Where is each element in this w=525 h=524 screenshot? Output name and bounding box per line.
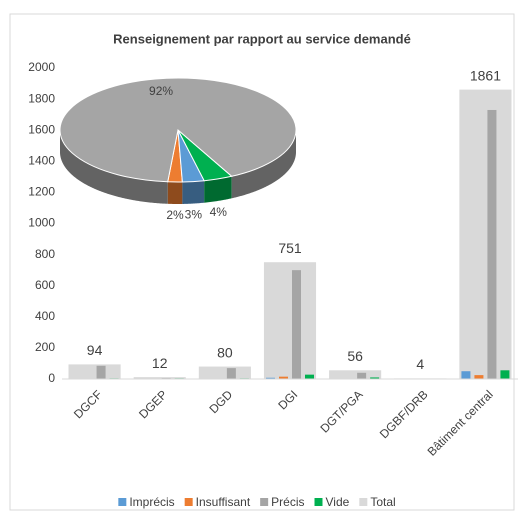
legend-label: Imprécis bbox=[129, 495, 174, 509]
bar bbox=[474, 375, 483, 379]
y-tick-label: 1800 bbox=[28, 91, 55, 105]
y-tick-label: 200 bbox=[35, 340, 55, 354]
data-label: 12 bbox=[152, 355, 168, 371]
pie-side bbox=[168, 182, 183, 204]
data-label: 1861 bbox=[470, 67, 501, 83]
total-bar bbox=[199, 367, 251, 379]
legend-swatch bbox=[315, 498, 323, 506]
total-bar bbox=[264, 262, 316, 379]
bar bbox=[500, 370, 509, 379]
total-bar bbox=[459, 90, 511, 379]
chart-title: Renseignement par rapport au service dem… bbox=[113, 31, 411, 46]
bar bbox=[357, 373, 366, 379]
y-tick-label: 800 bbox=[35, 247, 55, 261]
legend-swatch bbox=[260, 498, 268, 506]
legend-swatch bbox=[185, 498, 193, 506]
bar bbox=[461, 371, 470, 379]
data-label: 56 bbox=[347, 348, 363, 364]
bar bbox=[97, 366, 106, 379]
legend-label: Insuffisant bbox=[196, 495, 251, 509]
bar bbox=[227, 368, 236, 379]
legend-swatch bbox=[118, 498, 126, 506]
y-tick-label: 1000 bbox=[28, 216, 55, 230]
total-bar bbox=[69, 364, 121, 379]
bar bbox=[487, 110, 496, 379]
y-tick-label: 1200 bbox=[28, 185, 55, 199]
legend-swatch bbox=[359, 498, 367, 506]
bar bbox=[305, 375, 314, 379]
data-label: 751 bbox=[278, 240, 302, 256]
y-tick-label: 600 bbox=[35, 278, 55, 292]
y-tick-label: 400 bbox=[35, 309, 55, 323]
data-label: 80 bbox=[217, 344, 233, 360]
y-tick-label: 1600 bbox=[28, 122, 55, 136]
pie-side bbox=[182, 181, 204, 204]
pie-label: 2% bbox=[166, 208, 184, 222]
y-tick-label: 2000 bbox=[28, 60, 55, 74]
pie-label: 3% bbox=[185, 208, 203, 222]
y-tick-label: 0 bbox=[48, 371, 55, 385]
legend-label: Précis bbox=[271, 495, 304, 509]
data-label: 94 bbox=[87, 342, 103, 358]
legend-label: Vide bbox=[326, 495, 350, 509]
pie-label: 92% bbox=[149, 84, 173, 98]
y-tick-label: 1400 bbox=[28, 153, 55, 167]
pie-label: 4% bbox=[210, 205, 228, 219]
bar bbox=[292, 270, 301, 379]
legend-label: Total bbox=[370, 495, 395, 509]
data-label: 4 bbox=[416, 356, 424, 372]
